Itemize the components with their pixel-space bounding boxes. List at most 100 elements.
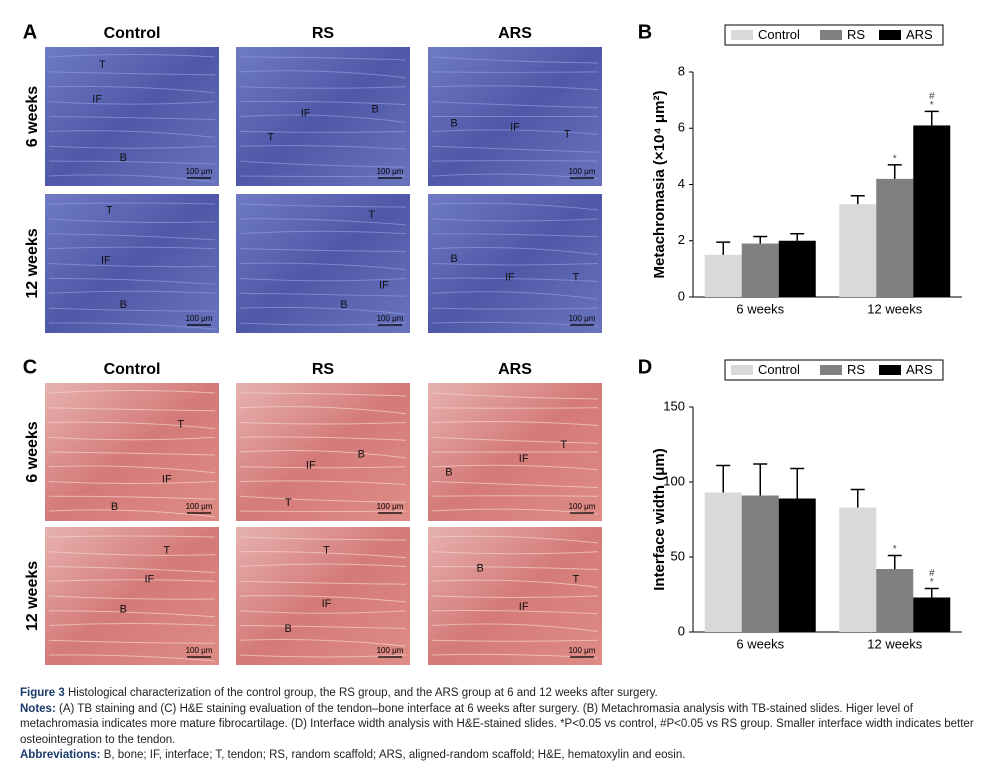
tissue-label: T (285, 497, 292, 509)
tissue-texture (239, 625, 407, 629)
tissue-texture (48, 218, 216, 223)
tissue-label: T (177, 418, 184, 430)
tissue-label: IF (145, 573, 155, 585)
scale-bar-label: 100 μm (569, 167, 596, 176)
tissue-label: B (477, 562, 484, 574)
legend-label: RS (847, 27, 865, 42)
y-axis-title: Interface width (μm) (651, 448, 668, 591)
tissue-label: T (106, 205, 113, 217)
figure: A Control RS ARS 6 weeks T IF B 100 μm IF B T 100 μm… (23, 21, 962, 665)
tissue-texture (431, 233, 599, 238)
significance-mark: * (930, 100, 934, 111)
tissue-texture (239, 480, 407, 485)
tissue-texture (239, 580, 407, 585)
tissue-label: IF (519, 601, 529, 613)
tissue-texture (431, 551, 599, 555)
tissue-label: IF (322, 598, 332, 610)
tissue-texture (431, 579, 599, 588)
bar (704, 492, 742, 632)
tissue-label: IF (162, 474, 172, 486)
tissue-texture (239, 536, 407, 541)
tissue-texture (239, 466, 407, 469)
y-tick-label: 4 (678, 176, 685, 191)
bar (876, 569, 914, 632)
tissue-texture (48, 610, 216, 618)
tissue-texture (239, 86, 407, 89)
significance-mark: * (930, 577, 934, 588)
tissue-texture (431, 623, 599, 632)
tissue-label: T (99, 59, 106, 71)
tissue-label: B (445, 467, 452, 479)
bar (913, 125, 951, 297)
tissue-texture (239, 422, 407, 425)
tissue-texture (431, 481, 599, 488)
y-tick-label: 50 (671, 548, 685, 563)
x-tick-label: 12 weeks (867, 636, 922, 651)
tissue-texture (239, 230, 407, 235)
tissue-texture (48, 481, 216, 484)
tissue-texture (431, 85, 599, 91)
column-header: ARS (498, 361, 532, 378)
tissue-texture (431, 392, 599, 400)
tissue-label: IF (505, 271, 515, 283)
tissue-texture (431, 595, 599, 598)
tissue-texture (239, 495, 407, 503)
scale-bar-label: 100 μm (377, 314, 404, 323)
tissue-texture (48, 116, 216, 120)
scale-bar-label: 100 μm (377, 646, 404, 655)
tissue-label: B (111, 501, 118, 513)
tissue-texture (48, 246, 216, 250)
tissue-texture (239, 449, 407, 459)
bar (704, 254, 742, 297)
tissue-label: T (573, 271, 580, 283)
legend-label: ARS (906, 362, 933, 377)
panel-letter: B (638, 21, 652, 43)
tissue-texture (48, 130, 216, 138)
tissue-texture (431, 436, 599, 444)
y-tick-label: 8 (678, 63, 685, 78)
tissue-texture (48, 566, 216, 573)
tissue-texture (48, 421, 216, 429)
legend-label: RS (847, 362, 865, 377)
tissue-label: B (285, 623, 292, 635)
tissue-texture (48, 495, 216, 500)
tissue-texture (48, 263, 216, 268)
tissue-texture (431, 610, 599, 615)
tissue-label: B (120, 299, 127, 311)
legend-swatch (820, 365, 842, 375)
tissue-label: T (368, 209, 375, 221)
tissue-texture (431, 160, 599, 162)
y-tick-label: 0 (678, 623, 685, 638)
tissue-texture (48, 551, 216, 556)
tissue-texture (431, 407, 599, 409)
tissue-texture (239, 248, 407, 253)
tissue-texture (431, 246, 599, 256)
scale-bar-label: 100 μm (377, 167, 404, 176)
tissue-label: IF (379, 280, 389, 292)
tissue-texture (431, 263, 599, 266)
tissue-texture (48, 307, 216, 312)
abbreviations-label: Abbreviations: (20, 749, 101, 761)
tissue-texture (48, 654, 216, 662)
column-header: Control (104, 25, 161, 42)
tissue-texture (48, 71, 216, 76)
panel-letter: A (23, 21, 37, 43)
tissue-texture (431, 535, 599, 544)
legend-label: Control (758, 362, 800, 377)
tissue-texture (239, 56, 407, 61)
significance-mark: * (893, 544, 897, 555)
significance-mark: # (929, 568, 935, 579)
tissue-texture (431, 291, 599, 300)
y-tick-label: 2 (678, 232, 685, 247)
tissue-texture (431, 277, 599, 282)
bar (741, 495, 779, 632)
row-label: 12 weeks (24, 561, 41, 631)
legend-label: ARS (906, 27, 933, 42)
tissue-texture (239, 292, 407, 297)
tissue-texture (239, 610, 407, 614)
tissue-texture (431, 508, 599, 515)
tissue-texture (48, 390, 216, 394)
tissue-label: T (560, 439, 567, 451)
tissue-texture (431, 56, 599, 64)
